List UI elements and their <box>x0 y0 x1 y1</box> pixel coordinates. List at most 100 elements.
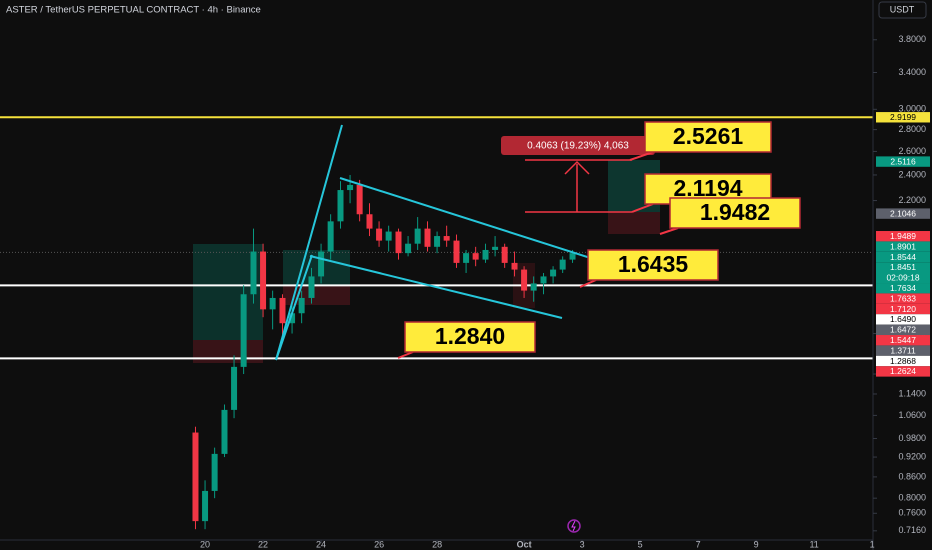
x-tick-label: 7 <box>696 539 701 549</box>
measure-label-text: 0.4063 (19.23%) 4,063 <box>527 141 629 152</box>
price-tag-label: 2.5116 <box>890 156 916 166</box>
candles <box>192 174 576 530</box>
price-tag <box>876 241 930 252</box>
candle-body <box>279 297 286 324</box>
measure <box>525 159 632 213</box>
candle-body <box>482 249 489 260</box>
candle-body <box>289 313 296 324</box>
candle-body <box>530 283 537 291</box>
candle-body <box>492 246 499 250</box>
candle-body <box>424 228 431 247</box>
price-axis: 3.8000 3.4000 3.0000 2.8000 2.6000 2.4000 2.20… <box>873 34 930 535</box>
annotation-box <box>669 197 801 229</box>
price-tag-label: 1.5447 <box>890 335 916 345</box>
long-position-profit <box>283 250 350 285</box>
price-tag <box>876 345 930 356</box>
y-tick-label: 0.7600 <box>898 508 926 518</box>
channel-top <box>339 177 604 263</box>
candle-body <box>260 251 267 310</box>
price-tag <box>876 112 930 123</box>
x-tick-label: 26 <box>374 539 384 549</box>
annotation-pointer <box>579 279 597 288</box>
annotation-pointer <box>629 151 654 161</box>
candle-body <box>405 243 412 254</box>
price-tag-label: 2.1046 <box>890 208 916 218</box>
candle-body <box>540 276 547 284</box>
annotation-pointer <box>631 203 654 213</box>
y-tick-label: 0.8600 <box>898 471 926 481</box>
y-tick-label: 3.8000 <box>898 34 926 44</box>
price-tag-label: 1.7633 <box>890 293 916 303</box>
candle-body <box>192 432 199 522</box>
price-tag-label: 1.8544 <box>890 252 916 262</box>
candle-body <box>327 221 334 252</box>
candle-body <box>337 190 344 222</box>
y-tick-label: 0.9800 <box>898 433 926 443</box>
price-tag <box>876 231 930 242</box>
annotation-box <box>644 121 772 153</box>
measure-label-box <box>501 136 655 155</box>
y-tick-label: 0.9200 <box>898 451 926 461</box>
price-tag <box>876 156 930 167</box>
candle-body <box>501 246 508 263</box>
price-tag-label: 1.7634 <box>890 283 916 293</box>
x-tick-label: 1 <box>870 539 875 549</box>
price-tag-label: 1.7120 <box>890 304 916 314</box>
measure-arrowhead <box>564 160 590 175</box>
annotation-label: 1.2840 <box>435 323 505 349</box>
candle-body <box>385 231 392 241</box>
flagpole-line <box>275 124 343 361</box>
price-tag <box>876 251 930 263</box>
candle-body <box>318 251 325 277</box>
price-tag <box>876 355 930 367</box>
price-tag-label: 1.2868 <box>890 356 916 366</box>
candle-body <box>269 297 276 310</box>
y-tick-label: 2.2000 <box>898 195 926 205</box>
x-tick-label: 24 <box>316 539 326 549</box>
price-tag-label: 1.8451 <box>890 262 916 272</box>
annotation-label: 1.9482 <box>700 199 770 225</box>
y-tick-label: 0.8000 <box>898 493 926 503</box>
candle-body <box>211 453 218 491</box>
price-tag-label: 2.9199 <box>890 112 916 122</box>
candle-body <box>521 269 528 291</box>
price-tag <box>876 324 930 336</box>
y-tick-label: 2.4000 <box>898 169 926 179</box>
price-tag <box>876 366 930 377</box>
annotation-label: 2.5261 <box>673 123 744 149</box>
icon-bolt <box>571 520 576 532</box>
price-tag-label: 1.9489 <box>890 231 916 241</box>
candle-body <box>298 297 305 314</box>
flagpole-line <box>275 254 313 361</box>
price-tag <box>876 262 930 284</box>
annotation-label: 2.1194 <box>673 175 742 201</box>
candle-body <box>559 259 566 270</box>
currency-box[interactable] <box>878 1 927 19</box>
annotation-pointer <box>397 351 414 359</box>
annotation-pointer <box>659 227 679 235</box>
candle-body <box>434 236 441 247</box>
candle-body <box>356 184 363 215</box>
lightning-icon <box>567 519 581 533</box>
x-tick-label: Oct <box>517 539 532 549</box>
candle-body <box>569 253 576 260</box>
candle-body <box>240 294 247 367</box>
candle-body <box>376 228 383 241</box>
price-tag-label: 1.8901 <box>890 241 916 251</box>
long-position-loss <box>193 340 263 363</box>
x-tick-label: 11 <box>809 539 818 549</box>
candle-body <box>231 366 238 410</box>
x-tick-label: 3 <box>580 539 585 549</box>
price-tag-label: 1.2624 <box>890 366 916 376</box>
y-tick-label: 2.8000 <box>898 124 926 134</box>
x-tick-label: 5 <box>638 539 643 549</box>
price-tag-label: 1.6472 <box>890 325 916 335</box>
y-tick-label: 3.0000 <box>898 104 926 114</box>
price-tag-timer: 02:09:18 <box>886 273 919 283</box>
annotation-box <box>404 321 536 353</box>
chart-title: ASTER / TetherUS PERPETUAL CONTRACT · 4h… <box>6 5 261 16</box>
long-position-loss <box>608 212 660 234</box>
